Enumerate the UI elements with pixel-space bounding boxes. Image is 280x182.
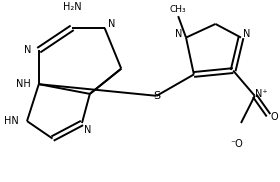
Text: N: N	[108, 19, 115, 29]
Text: N: N	[175, 29, 182, 39]
Text: N: N	[24, 45, 31, 55]
Text: H₂N: H₂N	[63, 2, 81, 12]
Text: CH₃: CH₃	[170, 5, 186, 14]
Text: ⁻O: ⁻O	[231, 139, 243, 149]
Text: HN: HN	[4, 116, 19, 126]
Text: N: N	[84, 125, 91, 135]
Text: N: N	[243, 29, 250, 39]
Text: O: O	[270, 112, 278, 122]
Text: S: S	[153, 91, 160, 101]
Text: NH: NH	[16, 79, 31, 89]
Text: N⁺: N⁺	[255, 89, 267, 99]
